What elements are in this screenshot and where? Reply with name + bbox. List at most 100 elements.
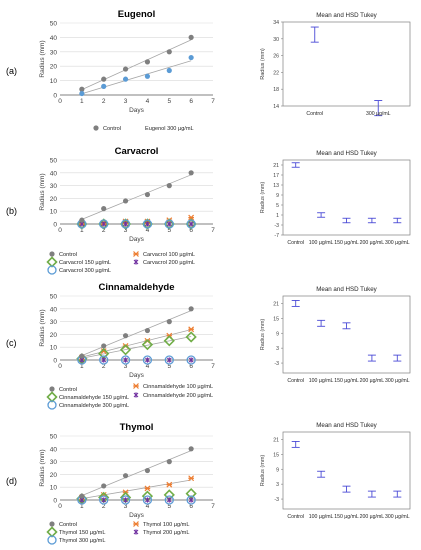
data-point [144, 73, 151, 79]
trendline [81, 310, 192, 356]
x-tick-label: 2 [102, 98, 106, 105]
plot-frame [282, 21, 411, 107]
trendline [81, 329, 192, 358]
x-tick-label: 0 [58, 503, 62, 510]
y-axis-label: Radius (mm) [260, 48, 266, 80]
data-point [166, 497, 172, 503]
data-point [142, 355, 153, 365]
y-tick-label: 0 [53, 93, 57, 100]
legend-4: Control Cinnamaldehyde 150 µg/mL Cinnamald… [46, 383, 213, 410]
data-point [79, 353, 85, 359]
x-tick-label: 150 µg/mL [334, 514, 359, 520]
data-point [188, 54, 194, 61]
tukey-chart-5: Mean and HSD Tukey -3 3 9 15 21 Radius (mm) Con… [260, 286, 411, 384]
data-point [166, 67, 172, 74]
y-tick-label: 21 [273, 301, 279, 307]
data-point [144, 191, 151, 198]
legend-marker [133, 521, 139, 527]
data-point [122, 76, 129, 82]
legend-entry: Control [59, 387, 77, 393]
y-tick-label: 40 [50, 170, 58, 177]
data-point [99, 355, 109, 365]
x-tick-label: Control [287, 514, 304, 520]
legend-entry: Carvacrol 200 µg/mL [143, 260, 195, 266]
data-point [164, 219, 174, 229]
x-tick-label: 5 [167, 98, 171, 105]
y-tick-label: 30 [50, 183, 58, 190]
y-tick-label: 21 [273, 437, 279, 443]
x-tick-label: 0 [58, 227, 62, 234]
x-tick-label: 1 [80, 98, 84, 105]
x-tick-label: 300 µg/mL [385, 514, 410, 520]
y-tick-label: 20 [50, 332, 58, 339]
data-point [141, 339, 154, 351]
y-tick-label: 0 [53, 222, 57, 229]
data-point [188, 170, 194, 176]
plot-frame [282, 295, 411, 374]
panel-label-c: (c) [6, 338, 17, 348]
legend-entry: Thymol 100 µg/mL [143, 522, 189, 528]
trendline [81, 479, 192, 500]
data-point [166, 357, 172, 363]
x-tick-label: 0 [58, 98, 62, 105]
x-axis-label: Days [129, 372, 145, 379]
data-point [79, 90, 85, 97]
x-tick-label: 3 [124, 98, 128, 105]
y-tick-label: 3 [276, 346, 279, 352]
data-point [142, 219, 153, 229]
y-tick-label: -7 [274, 233, 279, 239]
data-point [144, 485, 151, 492]
y-tick-label: 50 [50, 434, 58, 441]
data-point [145, 497, 150, 503]
data-point [79, 217, 85, 223]
data-point [122, 333, 129, 339]
chart-title: Eugenol [118, 9, 155, 20]
data-point [188, 475, 195, 482]
y-tick-label: 13 [273, 183, 279, 189]
data-point [166, 319, 172, 325]
panel-label-b: (b) [6, 206, 17, 216]
plot-frame [282, 431, 411, 510]
data-point [145, 221, 150, 227]
data-point [188, 446, 194, 452]
data-point [101, 357, 107, 363]
y-tick-label: 0 [53, 358, 57, 365]
data-point [122, 66, 129, 72]
data-point [120, 219, 131, 229]
legend-entry: Carvacrol 150 µg/mL [59, 260, 111, 266]
scatter-chart-4: 0 10 20 30 40 50 0 1 2 3 4 5 6 7 Cinnamaldehyde Days Rad… [39, 282, 215, 379]
y-tick-label: 20 [50, 472, 58, 479]
y-tick-label: 9 [276, 193, 279, 199]
x-tick-label: 5 [167, 503, 171, 510]
y-axis-label: Radius (mm) [39, 449, 46, 486]
legend-entry: Thymol 200 µg/mL [143, 530, 189, 536]
trendline [81, 39, 192, 91]
y-tick-label: 20 [50, 64, 58, 71]
legend-marker [133, 529, 139, 535]
x-tick-label: 150 µg/mL [334, 378, 359, 384]
y-axis-label: Radius (mm) [260, 455, 266, 487]
x-tick-label: 6 [189, 363, 193, 370]
x-tick-label: 200 µg/mL [360, 240, 385, 246]
data-point [99, 219, 109, 229]
y-tick-label: 30 [50, 49, 58, 56]
chart-title: Mean and HSD Tukey [316, 422, 377, 429]
x-axis-label: Days [129, 236, 145, 243]
y-tick-label: -3 [274, 361, 279, 367]
chart-title: Mean and HSD Tukey [316, 150, 377, 157]
y-axis-label: Radius (mm) [39, 309, 46, 346]
x-axis-label: Days [129, 512, 145, 519]
legend-2: Control Carvacrol 150 µg/mL Carvacrol 300 … [46, 251, 195, 275]
data-point [101, 343, 107, 349]
legend-marker [47, 265, 57, 275]
data-point [188, 357, 194, 363]
y-tick-label: 10 [50, 345, 58, 352]
x-axis-label: Days [129, 107, 145, 114]
y-tick-label: -3 [274, 223, 279, 229]
chart-title: Cinnamaldehyde [98, 282, 174, 293]
chart-title: Mean and HSD Tukey [316, 12, 377, 19]
data-point [186, 495, 196, 505]
x-tick-label: Control [287, 378, 304, 384]
